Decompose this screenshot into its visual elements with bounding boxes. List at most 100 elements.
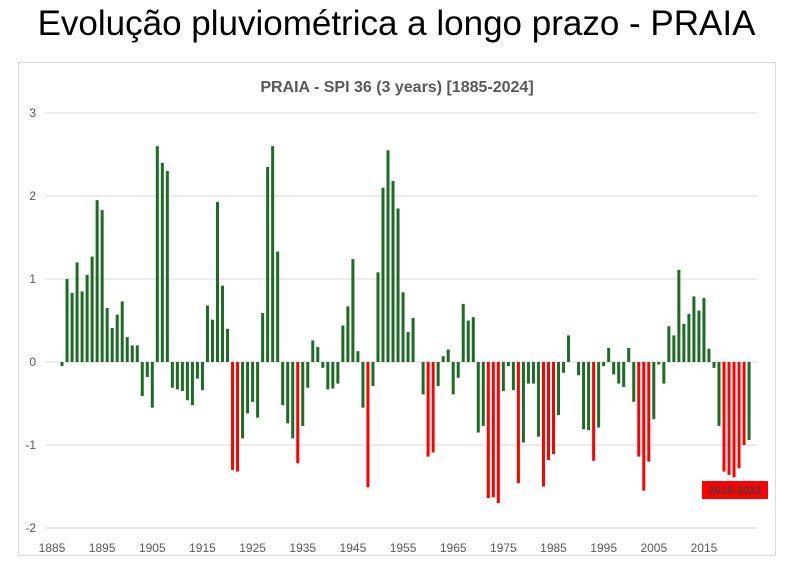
bar-1889 — [70, 293, 74, 362]
bar-1990 — [577, 362, 581, 376]
bar-1907 — [160, 162, 164, 362]
bar-1999 — [622, 362, 626, 387]
bar-1905 — [150, 362, 154, 408]
bar-1956 — [406, 332, 410, 362]
x-tick-label: 1885 — [39, 541, 66, 555]
bar-1941 — [331, 362, 335, 389]
bar-2012 — [687, 313, 691, 362]
page-title: Evolução pluviométrica a longo prazo - P… — [37, 4, 756, 43]
bar-1995 — [602, 362, 606, 367]
bar-1978 — [516, 362, 520, 484]
bar-1955 — [401, 292, 405, 362]
bar-1892 — [85, 274, 89, 362]
bar-1973 — [491, 362, 495, 498]
bar-1934 — [296, 362, 300, 464]
bar-2014 — [697, 310, 701, 362]
bar-1987 — [562, 362, 566, 373]
x-tick-label: 2015 — [691, 541, 718, 555]
bar-1931 — [281, 362, 285, 406]
bar-1992 — [587, 362, 591, 431]
bar-1983 — [541, 362, 545, 487]
bar-1996 — [607, 347, 611, 362]
bar-1915 — [200, 362, 204, 391]
bar-1935 — [301, 362, 305, 426]
bar-1947 — [361, 362, 365, 408]
bar-1913 — [190, 362, 194, 406]
bar-1994 — [597, 362, 601, 428]
bar-2019 — [722, 362, 726, 472]
bar-1936 — [306, 362, 310, 388]
x-tick-label: 1965 — [440, 541, 467, 555]
bar-1967 — [461, 303, 465, 362]
bar-1908 — [165, 171, 169, 362]
bar-1953 — [391, 181, 395, 362]
bar-1945 — [351, 259, 355, 362]
bar-1980 — [526, 362, 530, 384]
bar-1998 — [617, 362, 621, 384]
annotation-box — [702, 481, 768, 499]
y-tick-label: -2 — [25, 521, 36, 535]
bar-2021 — [732, 362, 736, 478]
bar-2020 — [727, 362, 731, 475]
bar-1901 — [130, 345, 134, 362]
bar-1965 — [451, 362, 455, 395]
bar-1963 — [441, 356, 445, 362]
chart-title: PRAIA - SPI 36 (3 years) [1885-2024] — [260, 79, 533, 96]
bar-1951 — [381, 187, 385, 362]
x-tick-label: 1905 — [139, 541, 166, 555]
x-tick-label: 1975 — [490, 541, 517, 555]
bar-1986 — [557, 362, 561, 416]
bar-2011 — [682, 323, 686, 362]
y-tick-label: 0 — [29, 355, 36, 369]
bar-1981 — [531, 362, 535, 384]
bar-1903 — [140, 362, 144, 397]
bar-1894 — [95, 200, 99, 362]
x-tick-label: 1955 — [390, 541, 417, 555]
bar-1896 — [105, 308, 109, 362]
bar-1921 — [231, 362, 235, 470]
bar-1940 — [326, 362, 330, 390]
bar-2001 — [632, 362, 636, 402]
bar-1962 — [436, 362, 440, 387]
bar-2023 — [742, 362, 746, 445]
bar-1957 — [411, 318, 415, 362]
bar-2000 — [627, 347, 631, 362]
y-tick-label: 3 — [29, 106, 36, 120]
bar-1954 — [396, 208, 400, 362]
bar-1991 — [582, 362, 586, 430]
bar-1898 — [115, 314, 119, 362]
bar-2022 — [737, 362, 741, 469]
bar-1943 — [341, 325, 345, 362]
x-tick-label: 1915 — [189, 541, 216, 555]
bar-1979 — [521, 362, 525, 443]
bar-1984 — [546, 362, 550, 460]
bar-1975 — [501, 362, 505, 392]
bar-1988 — [567, 335, 571, 362]
bar-1948 — [366, 362, 370, 488]
bar-1918 — [215, 201, 219, 362]
x-tick-label: 2005 — [640, 541, 667, 555]
bar-1932 — [286, 362, 290, 424]
bar-1927 — [261, 313, 265, 362]
bar-1899 — [120, 301, 124, 362]
bar-1961 — [431, 362, 435, 453]
bar-1911 — [180, 362, 184, 392]
bar-1922 — [236, 362, 240, 472]
bar-1950 — [376, 272, 380, 362]
y-tick-label: 2 — [29, 189, 36, 203]
bar-1893 — [90, 256, 94, 362]
bar-1942 — [336, 362, 340, 384]
bar-1933 — [291, 362, 295, 439]
bar-1993 — [592, 362, 596, 461]
bar-1930 — [276, 251, 280, 362]
y-tick-label: -1 — [25, 438, 36, 452]
bar-1895 — [100, 210, 104, 362]
bar-1925 — [251, 362, 255, 402]
bar-1887 — [60, 362, 64, 367]
bar-2024 — [747, 362, 751, 441]
bar-1969 — [471, 317, 475, 362]
bar-1966 — [456, 362, 460, 378]
bar-1912 — [185, 362, 189, 401]
bar-1917 — [210, 319, 214, 362]
